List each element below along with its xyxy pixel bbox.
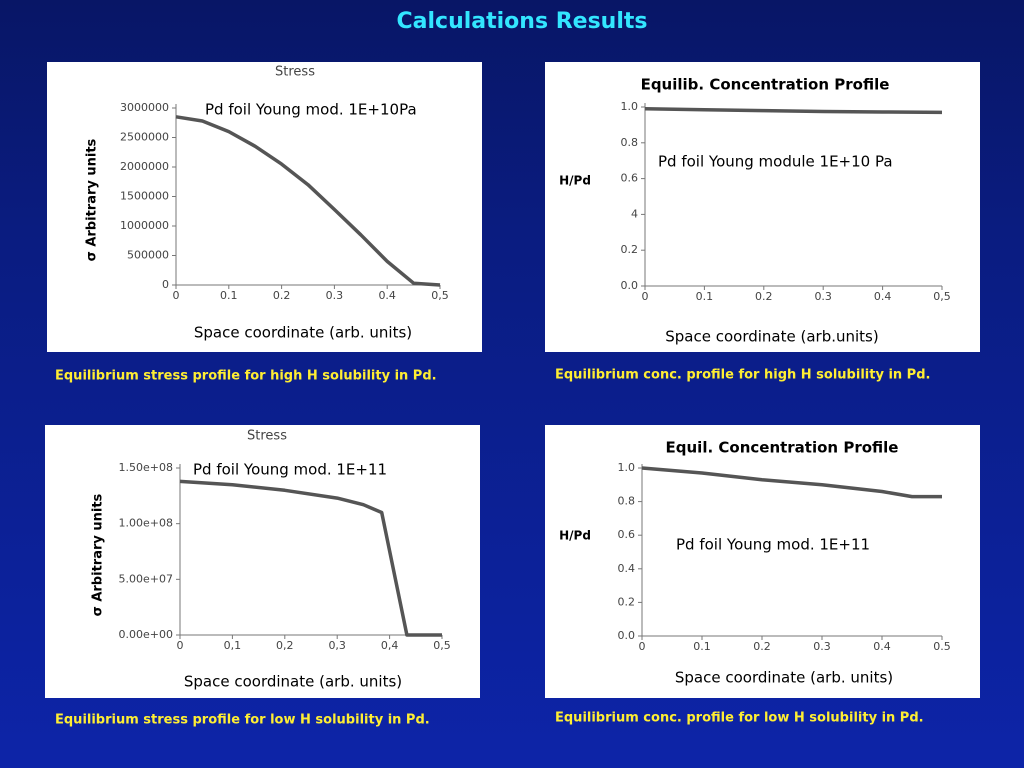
y-tick-label: 4 [631, 207, 638, 220]
y-tick-label: 0.2 [618, 595, 636, 608]
x-tick-label: 0.4 [874, 290, 892, 303]
x-tick-label: 0.1 [220, 289, 238, 302]
y-axis-label: H/Pd [559, 529, 591, 543]
chart-panel [47, 62, 482, 352]
annotation: Pd foil Young mod. 1E+11 [676, 536, 870, 554]
y-tick-label: 0.4 [618, 562, 636, 575]
x-tick-label: 0.3 [326, 289, 344, 302]
x-tick-label: 0.2 [755, 290, 773, 303]
annotation: Pd foil Young mod. 1E+11 [193, 461, 387, 479]
chart-panel [545, 425, 980, 698]
x-tick-label: 0.4 [378, 289, 396, 302]
chart-panel [545, 62, 980, 352]
data-line [641, 466, 942, 499]
x-tick-label: 0,5 [933, 290, 951, 303]
y-tick-label: 1000000 [120, 219, 169, 232]
chart-title: Equil. Concentration Profile [666, 439, 899, 457]
x-tick-label: 0 [639, 640, 646, 653]
y-tick-label: 1.00e+08 [119, 517, 173, 530]
x-tick-label: 0 [642, 290, 649, 303]
data-line [175, 115, 441, 287]
y-tick-label: 3000000 [120, 101, 169, 114]
y-tick-label: 1.0 [621, 100, 639, 113]
annotation: Pd foil Young module 1E+10 Pa [658, 153, 893, 171]
x-tick-label: 0,5 [431, 289, 449, 302]
y-tick-label: 1.50e+08 [119, 461, 173, 474]
y-tick-label: 0.00e+00 [119, 628, 173, 641]
y-tick-label: 500000 [127, 249, 169, 262]
y-tick-label: 1.0 [618, 461, 636, 474]
y-tick-label: 0 [162, 278, 169, 291]
x-axis-label: Space coordinate (arb. units) [675, 669, 893, 687]
y-tick-label: 0.6 [621, 172, 639, 185]
y-axis-label: σ Arbitrary units [91, 493, 106, 616]
y-axis-label: H/Pd [559, 174, 591, 188]
x-axis-label: Space coordinate (arb. units) [194, 324, 412, 342]
x-tick-label: 0,4 [381, 639, 399, 652]
y-tick-label: 2000000 [120, 160, 169, 173]
x-tick-label: 0 [173, 289, 180, 302]
annotation: Pd foil Young mod. 1E+10Pa [205, 101, 417, 119]
x-tick-label: 0.3 [814, 290, 832, 303]
y-tick-label: 0.6 [618, 528, 636, 541]
x-tick-label: 0,5 [433, 639, 451, 652]
y-tick-label: 0.0 [621, 279, 639, 292]
y-tick-label: 1500000 [120, 190, 169, 203]
x-tick-label: 0,3 [328, 639, 346, 652]
caption: Equilibrium stress profile for high H so… [55, 369, 437, 384]
y-tick-label: 0.2 [621, 243, 639, 256]
x-tick-label: 0.1 [696, 290, 714, 303]
x-axis-label: Space coordinate (arb.units) [665, 328, 878, 346]
x-tick-label: 0.2 [273, 289, 291, 302]
x-axis-label: Space coordinate (arb. units) [184, 673, 402, 691]
chart-title: Stress [247, 429, 287, 444]
y-tick-label: 0.0 [618, 629, 636, 642]
caption: Equilibrium conc. profile for high H sol… [555, 368, 930, 383]
x-tick-label: 0,1 [224, 639, 242, 652]
y-tick-label: 2500000 [120, 131, 169, 144]
y-tick-label: 5.00e+07 [119, 572, 173, 585]
slide-title: Calculations Results [397, 9, 648, 34]
chart-title: Stress [275, 65, 315, 80]
x-tick-label: 0.5 [933, 640, 951, 653]
x-tick-label: 0.4 [873, 640, 891, 653]
caption: Equilibrium conc. profile for low H solu… [555, 711, 924, 726]
data-line [644, 107, 943, 115]
y-tick-label: 0.8 [618, 495, 636, 508]
chart-panel [45, 425, 480, 698]
chart-title: Equilib. Concentration Profile [641, 76, 890, 94]
y-tick-label: 0.8 [621, 136, 639, 149]
x-tick-label: 0,2 [276, 639, 294, 652]
x-tick-label: 0.1 [693, 640, 711, 653]
data-line [179, 479, 442, 637]
caption: Equilibrium stress profile for low H sol… [55, 713, 430, 728]
x-tick-label: 0.3 [813, 640, 831, 653]
x-tick-label: 0 [177, 639, 184, 652]
x-tick-label: 0.2 [753, 640, 771, 653]
y-axis-label: σ Arbitrary units [85, 138, 100, 261]
